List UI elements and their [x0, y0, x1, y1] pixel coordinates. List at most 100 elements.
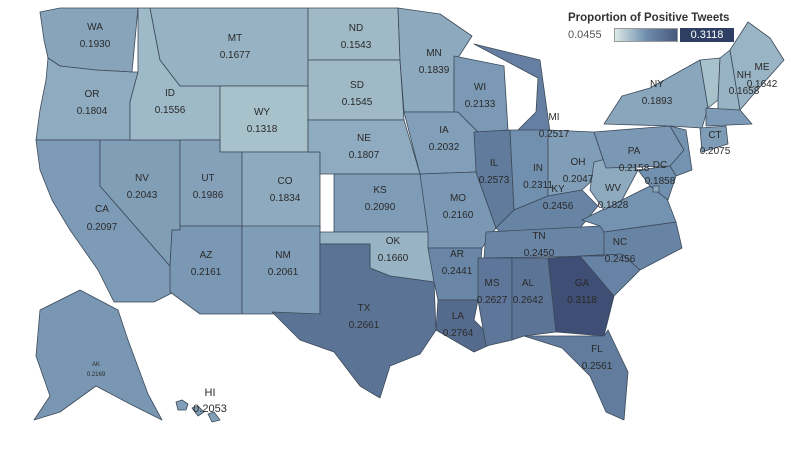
state-abbr-nv: NV	[135, 173, 149, 184]
state-shape-md[interactable]	[637, 165, 677, 201]
state-value-ia: 0.2032	[429, 142, 460, 153]
state-abbr-la: LA	[452, 311, 465, 322]
state-abbr-or: OR	[85, 89, 100, 100]
state-shape-tx[interactable]	[271, 243, 437, 399]
state-value-sd: 0.1545	[342, 97, 373, 108]
state-value-mn: 0.1839	[419, 65, 450, 76]
state-abbr-nh: NH	[737, 70, 751, 81]
state-shape-dc[interactable]	[652, 185, 660, 193]
state-value-nc: 0.2456	[605, 254, 636, 265]
state-shape-wy[interactable]	[219, 85, 309, 153]
legend-max-label: 0.3118	[680, 28, 734, 42]
state-value-or: 0.1804	[77, 106, 108, 117]
color-legend: Proportion of Positive Tweets 0.0455 0.3…	[568, 12, 738, 44]
state-value-ny: 0.1893	[642, 96, 673, 107]
state-shape-wi[interactable]	[453, 55, 509, 135]
legend-title: Proportion of Positive Tweets	[568, 12, 730, 24]
state-abbr-ct: CT	[708, 130, 721, 141]
state-value-ct: 0.2075	[700, 146, 731, 157]
state-value-ga: 0.3118	[567, 295, 597, 306]
state-abbr-fl: FL	[591, 344, 603, 355]
state-abbr-dc: DC	[653, 160, 667, 171]
state-shape-nc[interactable]	[579, 221, 683, 271]
state-value-wy: 0.1318	[247, 124, 278, 135]
state-value-in: 0.2311	[523, 180, 553, 191]
state-value-az: 0.2161	[191, 267, 222, 278]
state-value-ut: 0.1986	[193, 190, 224, 201]
state-abbr-co: CO	[278, 176, 293, 187]
state-abbr-ak: AK	[92, 362, 100, 368]
state-abbr-ny: NY	[650, 79, 664, 90]
state-value-mt: 0.1677	[220, 50, 251, 61]
state-abbr-mo: MO	[450, 193, 466, 204]
state-shape-va[interactable]	[581, 185, 677, 233]
state-abbr-il: IL	[490, 158, 499, 169]
state-abbr-pa: PA	[628, 146, 641, 157]
state-abbr-oh: OH	[571, 157, 586, 168]
state-shape-mt[interactable]	[149, 7, 309, 87]
state-shape-ma[interactable]	[705, 107, 753, 127]
state-abbr-wa: WA	[87, 22, 103, 33]
legend-scale: 0.0455 0.3118	[568, 28, 738, 44]
state-abbr-az: AZ	[200, 250, 213, 261]
state-shape-nd[interactable]	[307, 7, 401, 61]
state-abbr-nc: NC	[613, 237, 627, 248]
state-value-tx: 0.2661	[349, 320, 380, 331]
state-value-nh: 0.1658	[729, 86, 760, 97]
state-abbr-wy: WY	[254, 107, 270, 118]
state-value-tn: 0.2450	[524, 248, 555, 259]
state-value-wi: 0.2133	[465, 99, 496, 110]
state-abbr-mi: MI	[548, 112, 559, 123]
state-abbr-nm: NM	[275, 250, 291, 261]
state-value-pa: 0.2158	[619, 163, 650, 174]
state-abbr-ca: CA	[95, 204, 109, 215]
state-shape-ak[interactable]	[33, 289, 163, 421]
state-value-ar: 0.2441	[442, 266, 473, 277]
state-value-la: 0.2764	[443, 328, 474, 339]
state-abbr-ok: OK	[386, 236, 401, 247]
state-value-ak: 0.2169	[87, 372, 106, 378]
state-abbr-ut: UT	[201, 173, 214, 184]
state-abbr-id: ID	[165, 88, 175, 99]
state-shape-ms[interactable]	[477, 257, 513, 347]
state-value-wa: 0.1930	[80, 39, 111, 50]
legend-min-label: 0.0455	[568, 29, 602, 41]
state-value-il: 0.2573	[479, 175, 510, 186]
state-shape-fl[interactable]	[523, 329, 629, 421]
state-value-hi: 0.2053	[193, 403, 227, 415]
state-shape-hi[interactable]	[175, 399, 221, 423]
state-abbr-ks: KS	[373, 185, 387, 196]
state-abbr-me: ME	[755, 62, 770, 73]
state-shape-ga[interactable]	[547, 255, 615, 337]
state-shape-ny[interactable]	[603, 59, 709, 129]
state-abbr-sd: SD	[350, 80, 364, 91]
state-value-mo: 0.2160	[443, 210, 474, 221]
state-value-ky: 0.2456	[543, 201, 574, 212]
state-value-nd: 0.1543	[341, 40, 372, 51]
state-value-id: 0.1556	[155, 105, 186, 116]
state-value-dc: 0.1858	[645, 176, 676, 187]
state-value-ms: 0.2627	[477, 295, 508, 306]
state-shape-al[interactable]	[511, 257, 557, 341]
state-abbr-mt: MT	[228, 33, 242, 44]
state-abbr-wv: WV	[605, 183, 621, 194]
state-abbr-nd: ND	[349, 23, 363, 34]
state-value-oh: 0.2047	[563, 174, 594, 185]
state-abbr-in: IN	[533, 163, 543, 174]
state-shape-ne[interactable]	[307, 119, 421, 175]
state-value-me: 0.1642	[747, 79, 778, 90]
state-value-ks: 0.2090	[365, 202, 396, 213]
state-shape-co[interactable]	[241, 151, 321, 231]
state-value-mi: 0.2517	[539, 129, 570, 140]
state-abbr-ia: IA	[439, 125, 449, 136]
state-value-al: 0.2642	[513, 295, 544, 306]
state-abbr-tx: TX	[358, 303, 371, 314]
state-shape-ct[interactable]	[699, 125, 729, 153]
state-abbr-hi: HI	[205, 387, 216, 399]
state-shapes	[33, 7, 785, 423]
state-abbr-mn: MN	[426, 48, 442, 59]
state-abbr-ms: MS	[485, 278, 500, 289]
state-value-nm: 0.2061	[268, 267, 299, 278]
